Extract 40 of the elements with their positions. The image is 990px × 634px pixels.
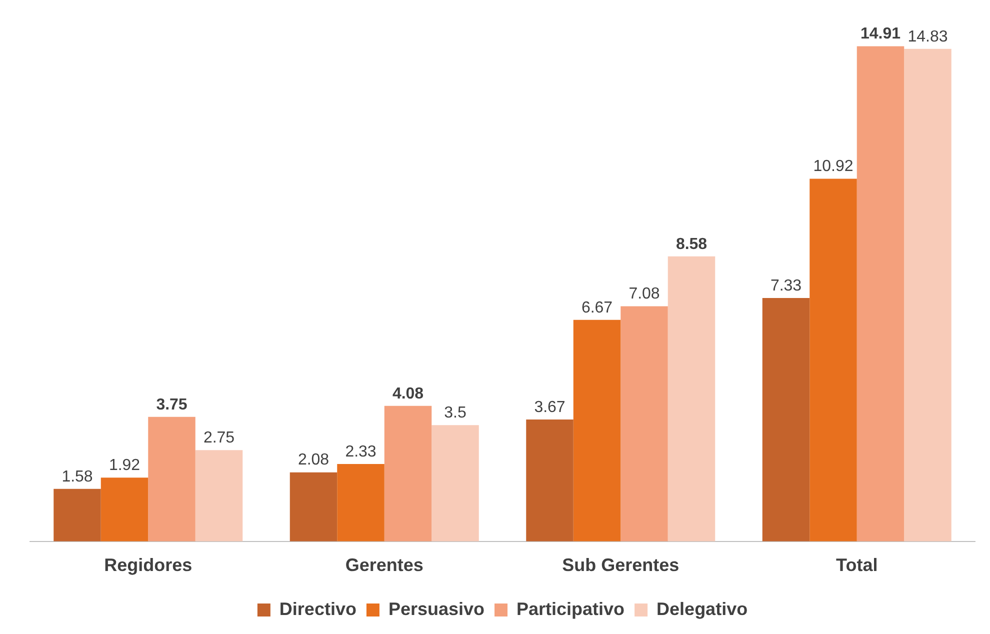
legend-label: Delegativo — [656, 598, 748, 619]
bar — [668, 256, 716, 542]
data-label: 6.67 — [581, 299, 613, 316]
data-label: 2.08 — [298, 452, 330, 469]
data-label: 4.08 — [392, 385, 424, 402]
data-label: 3.75 — [156, 396, 188, 414]
data-label: 2.33 — [345, 443, 376, 460]
data-label: 7.08 — [628, 286, 660, 303]
data-label: 8.58 — [676, 236, 708, 253]
data-label: 14.91 — [860, 26, 901, 43]
legend-label: Directivo — [279, 598, 356, 619]
data-label: 1.92 — [108, 457, 140, 474]
data-label: 1.58 — [62, 468, 93, 486]
x-tick-label: Regidores — [104, 555, 192, 576]
bar — [384, 406, 432, 542]
bar — [856, 46, 904, 542]
bar — [573, 320, 621, 542]
legend-label: Participativo — [516, 598, 625, 619]
bar — [526, 420, 574, 542]
bar — [290, 472, 338, 542]
x-tick-label: Sub Gerentes — [562, 555, 680, 576]
data-label: 7.33 — [770, 277, 802, 294]
bar — [148, 416, 196, 542]
bar — [100, 478, 148, 542]
bar — [432, 425, 479, 542]
data-label: 14.83 — [908, 28, 948, 46]
data-label: 10.92 — [813, 158, 854, 176]
bar — [337, 464, 384, 542]
bar — [762, 298, 810, 542]
bar — [195, 450, 243, 542]
data-label: 2.75 — [203, 429, 235, 446]
bar — [904, 48, 952, 542]
bar — [810, 178, 857, 542]
bar — [620, 306, 668, 542]
data-label: 3.5 — [444, 404, 466, 422]
x-tick-label: Total — [836, 555, 878, 576]
data-label: 3.67 — [534, 398, 566, 416]
legend-label: Persuasivo — [388, 598, 485, 619]
bar — [54, 488, 101, 542]
x-tick-label: Gerentes — [345, 555, 424, 576]
